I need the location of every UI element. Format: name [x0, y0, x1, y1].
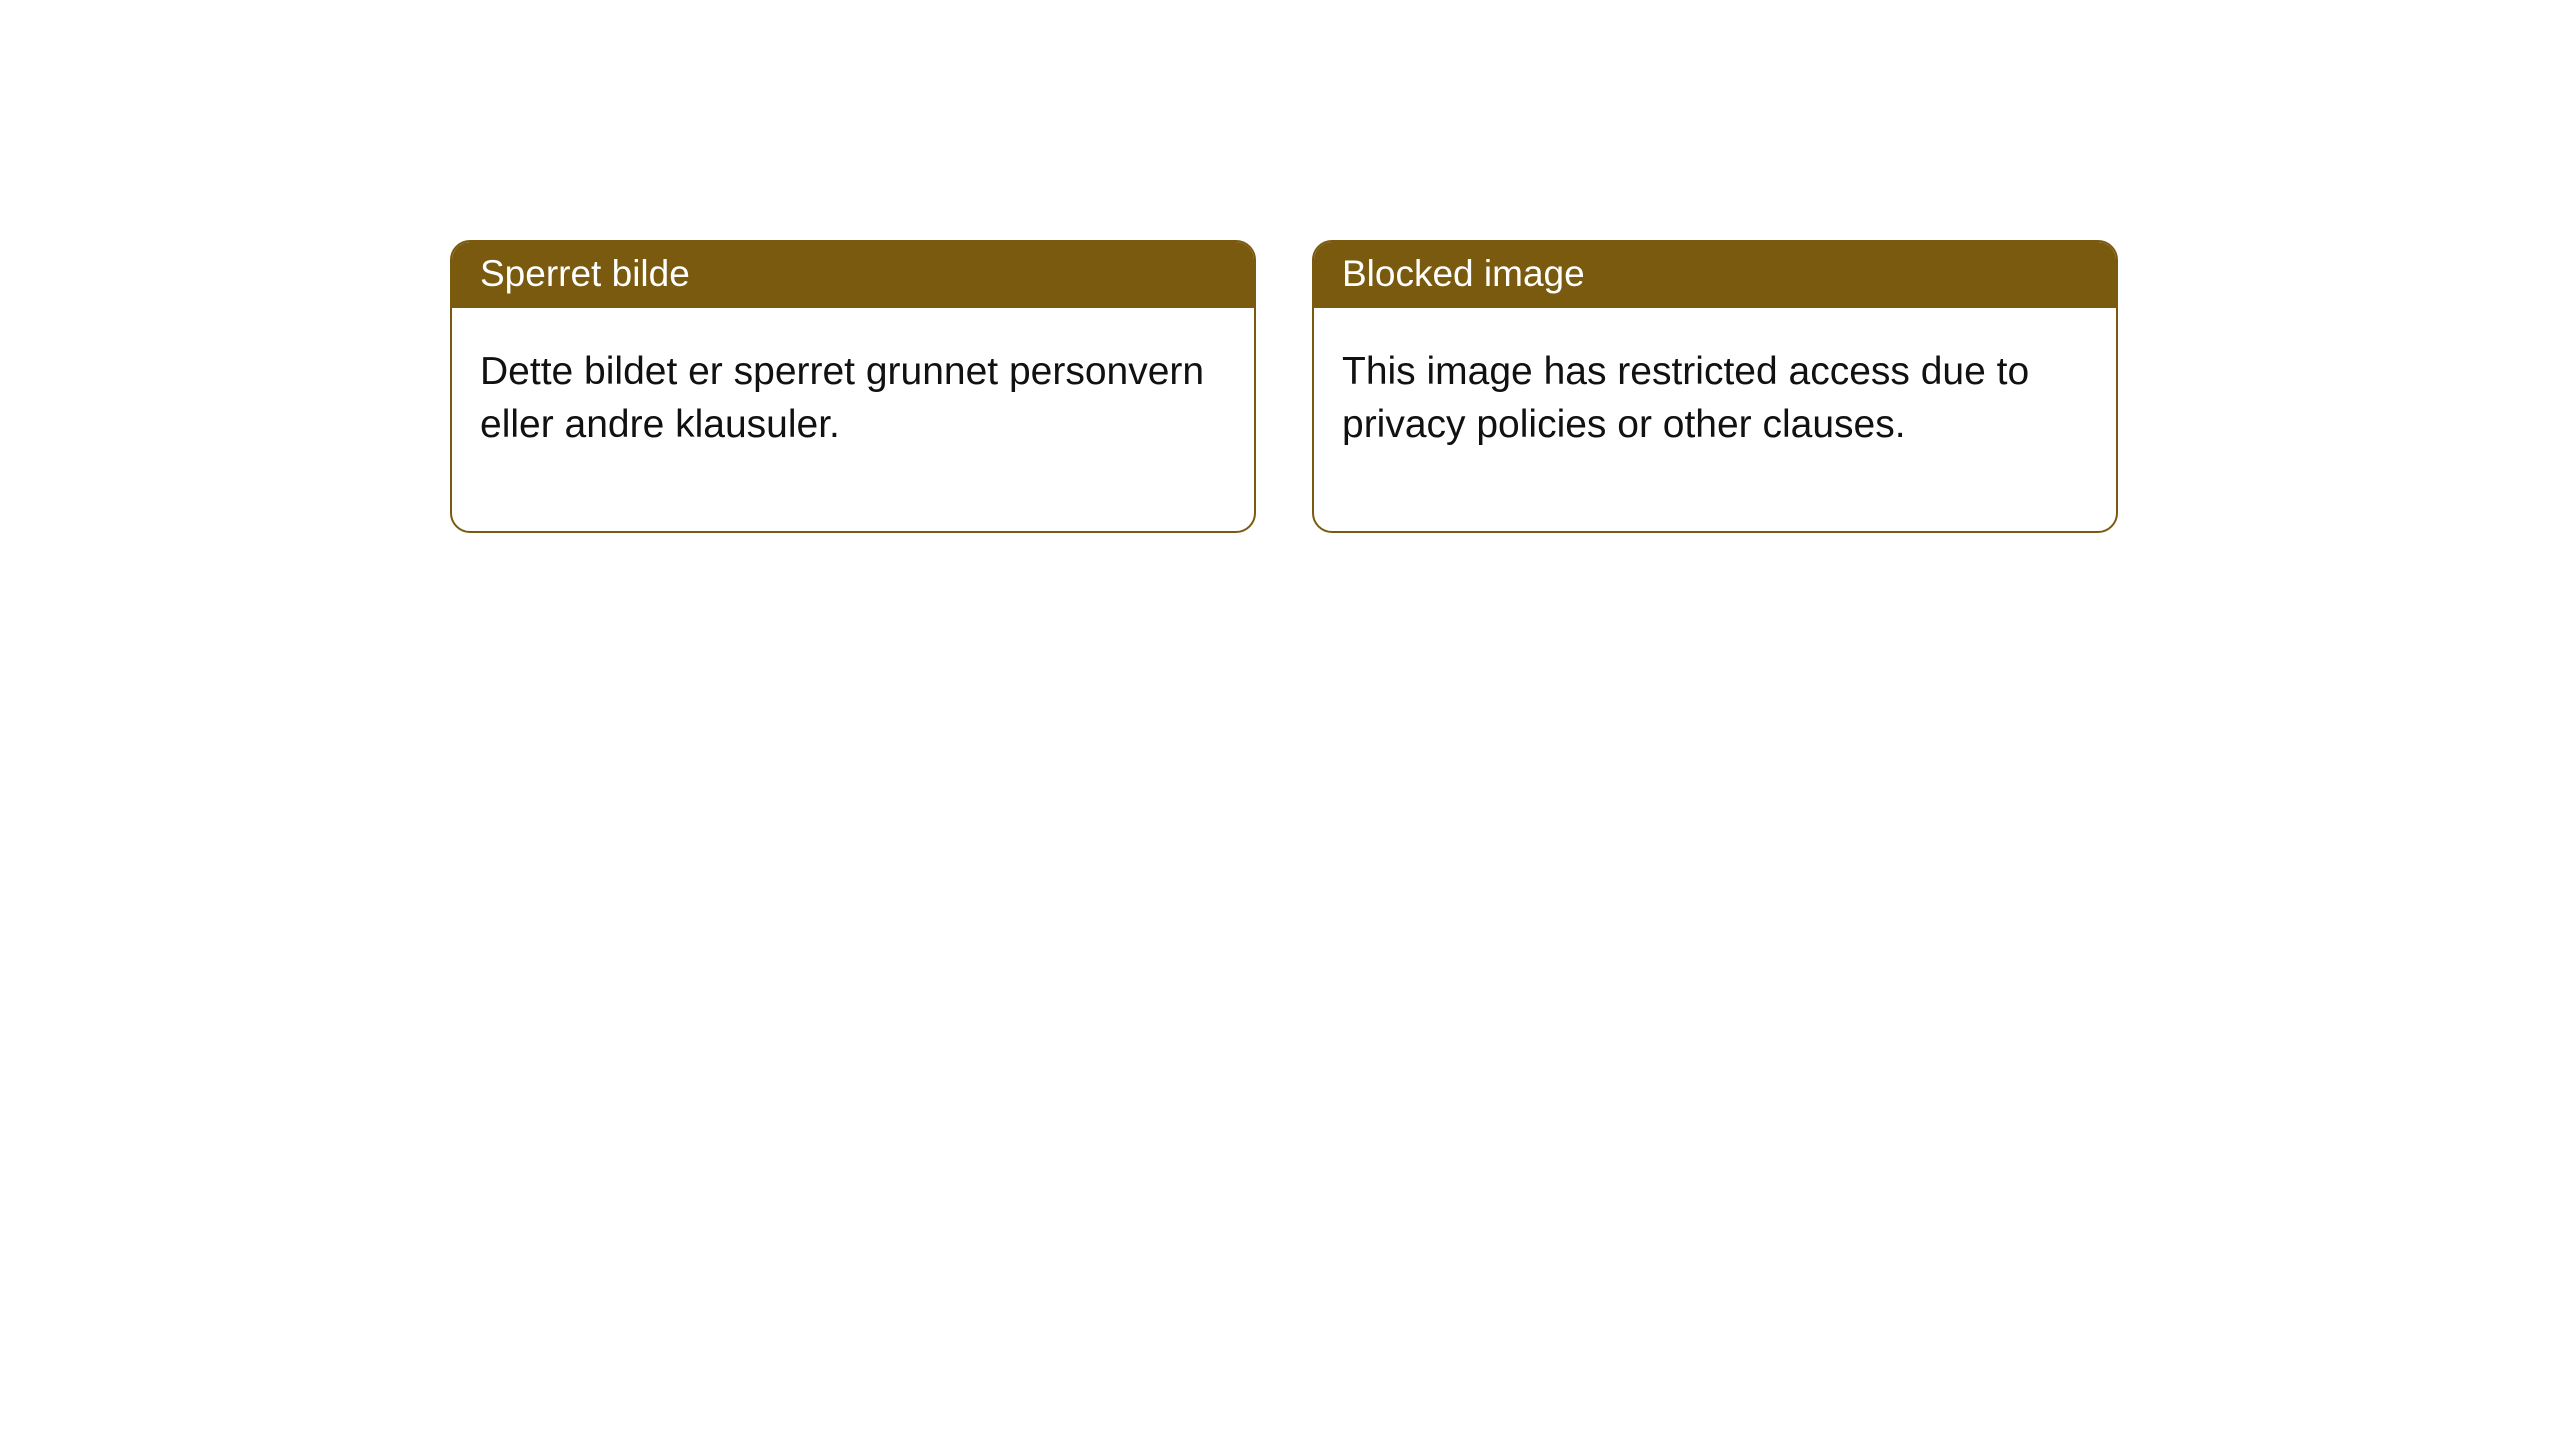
- notice-body: Dette bildet er sperret grunnet personve…: [452, 308, 1254, 531]
- notice-card-norwegian: Sperret bilde Dette bildet er sperret gr…: [450, 240, 1256, 533]
- notice-card-english: Blocked image This image has restricted …: [1312, 240, 2118, 533]
- notice-title: Blocked image: [1314, 242, 2116, 308]
- notice-card-row: Sperret bilde Dette bildet er sperret gr…: [0, 0, 2560, 533]
- notice-body: This image has restricted access due to …: [1314, 308, 2116, 531]
- notice-title: Sperret bilde: [452, 242, 1254, 308]
